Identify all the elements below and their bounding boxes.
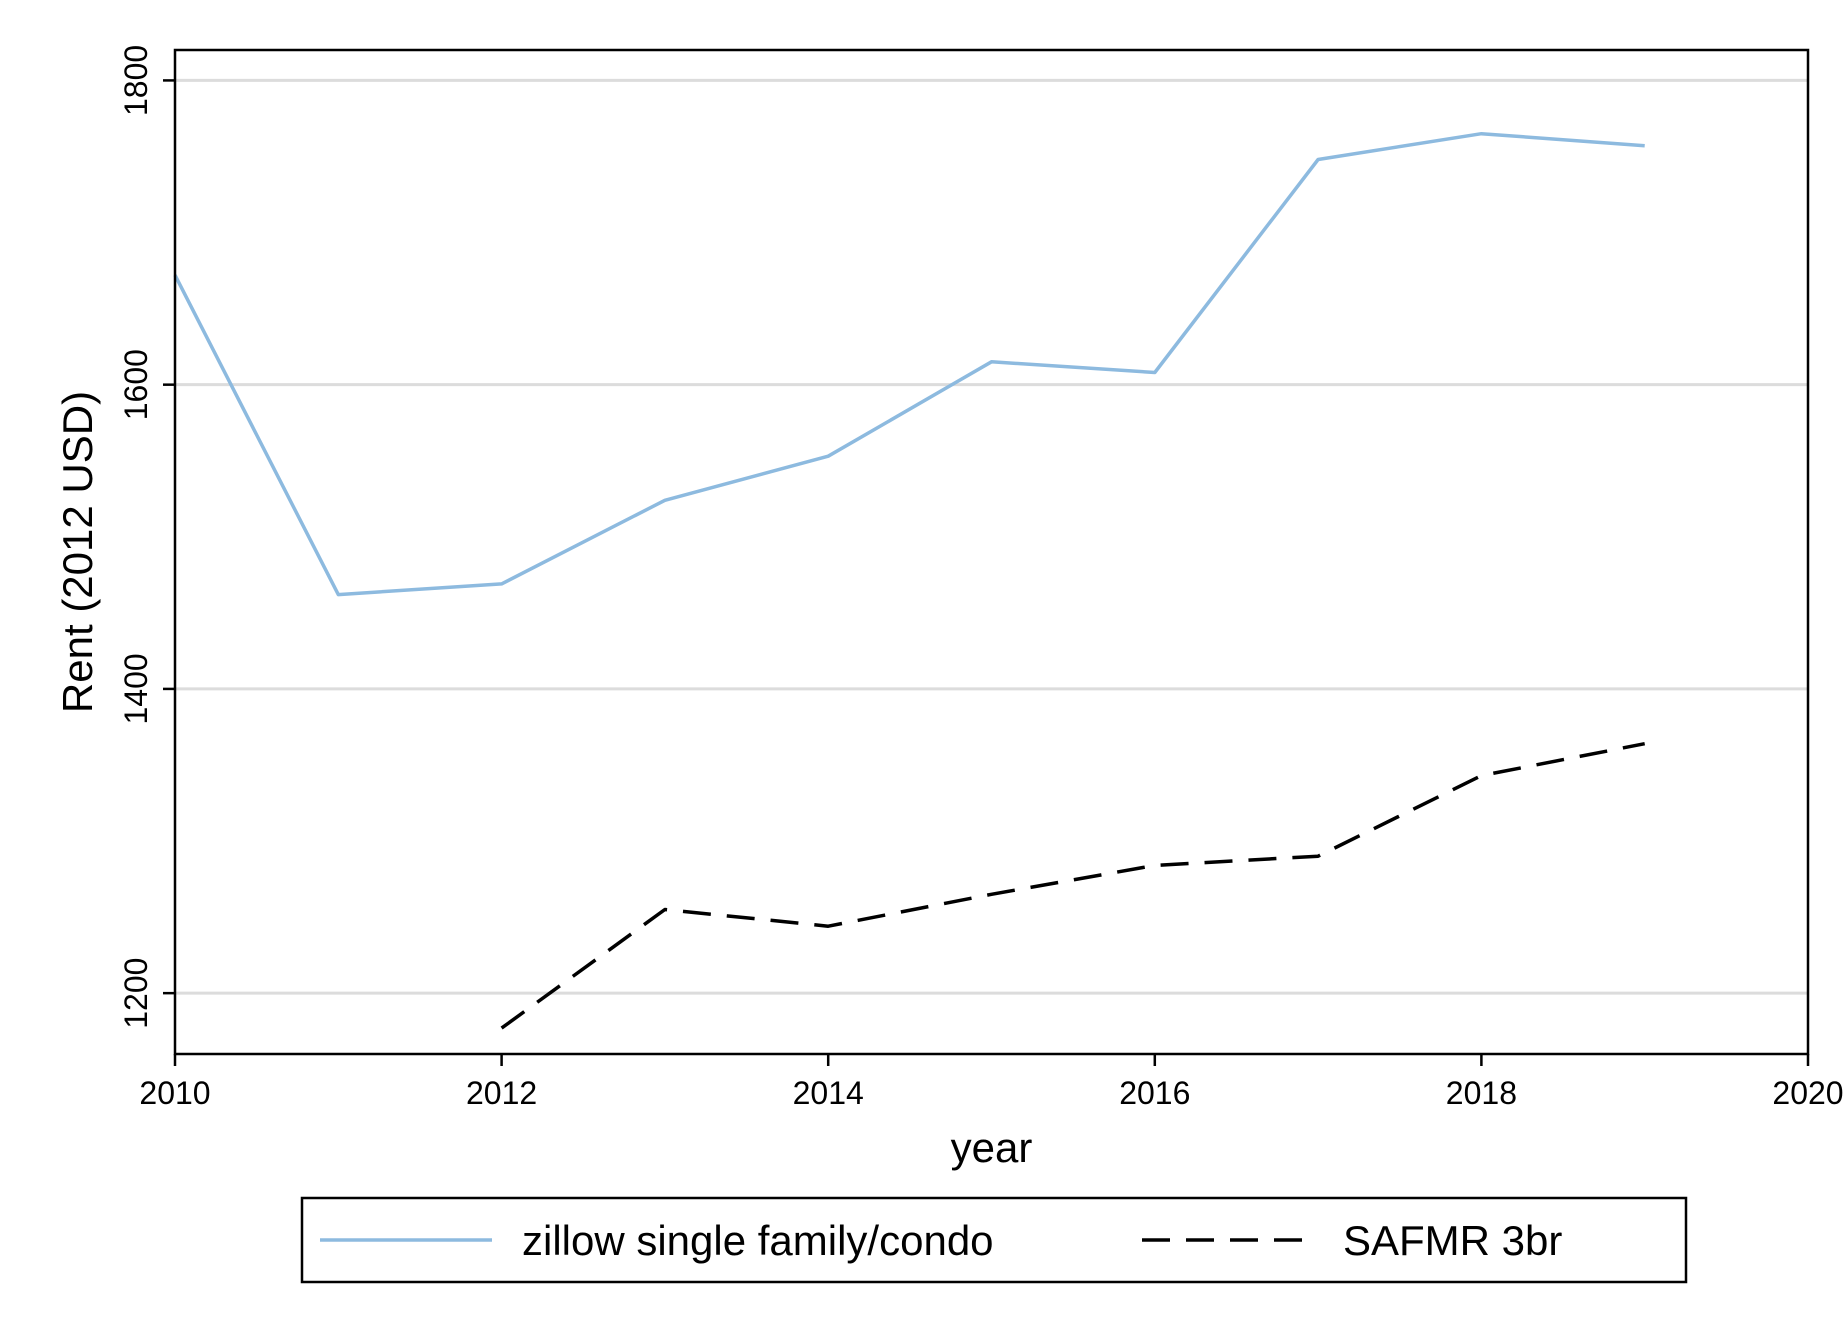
x-tick-label-2010: 2010 xyxy=(139,1075,210,1111)
x-tick-label-2014: 2014 xyxy=(793,1075,864,1111)
y-tick-label-1400: 1400 xyxy=(118,653,154,724)
y-axis-title: Rent (2012 USD) xyxy=(54,391,101,713)
y-tick-label-1200: 1200 xyxy=(118,958,154,1029)
series-line-zillow-single-family-condo xyxy=(173,131,1645,597)
plot-frame xyxy=(173,48,1810,1056)
series-layer xyxy=(173,131,1646,1030)
axes: 2010 2012 2014 2016 2018 2020 1200 1400 1600 1800 xyxy=(118,45,1844,1111)
x-tick-label-2020: 2020 xyxy=(1772,1075,1843,1111)
x-tick-label-2012: 2012 xyxy=(466,1075,537,1111)
x-axis-title: year xyxy=(951,1124,1033,1171)
x-tick-label-2016: 2016 xyxy=(1119,1075,1190,1111)
y-tick-label-1600: 1600 xyxy=(118,349,154,420)
legend-label-zillow: zillow single family/condo xyxy=(522,1217,994,1264)
y-tick-label-1800: 1800 xyxy=(118,45,154,116)
legend-box xyxy=(300,1196,1688,1284)
series-line-safmr-3br xyxy=(500,741,1646,1030)
x-tick-label-2018: 2018 xyxy=(1446,1075,1517,1111)
legend-label-safmr: SAFMR 3br xyxy=(1343,1217,1562,1264)
legend: zillow single family/condo SAFMR 3br xyxy=(300,1196,1688,1284)
gridlines xyxy=(175,78,1808,995)
